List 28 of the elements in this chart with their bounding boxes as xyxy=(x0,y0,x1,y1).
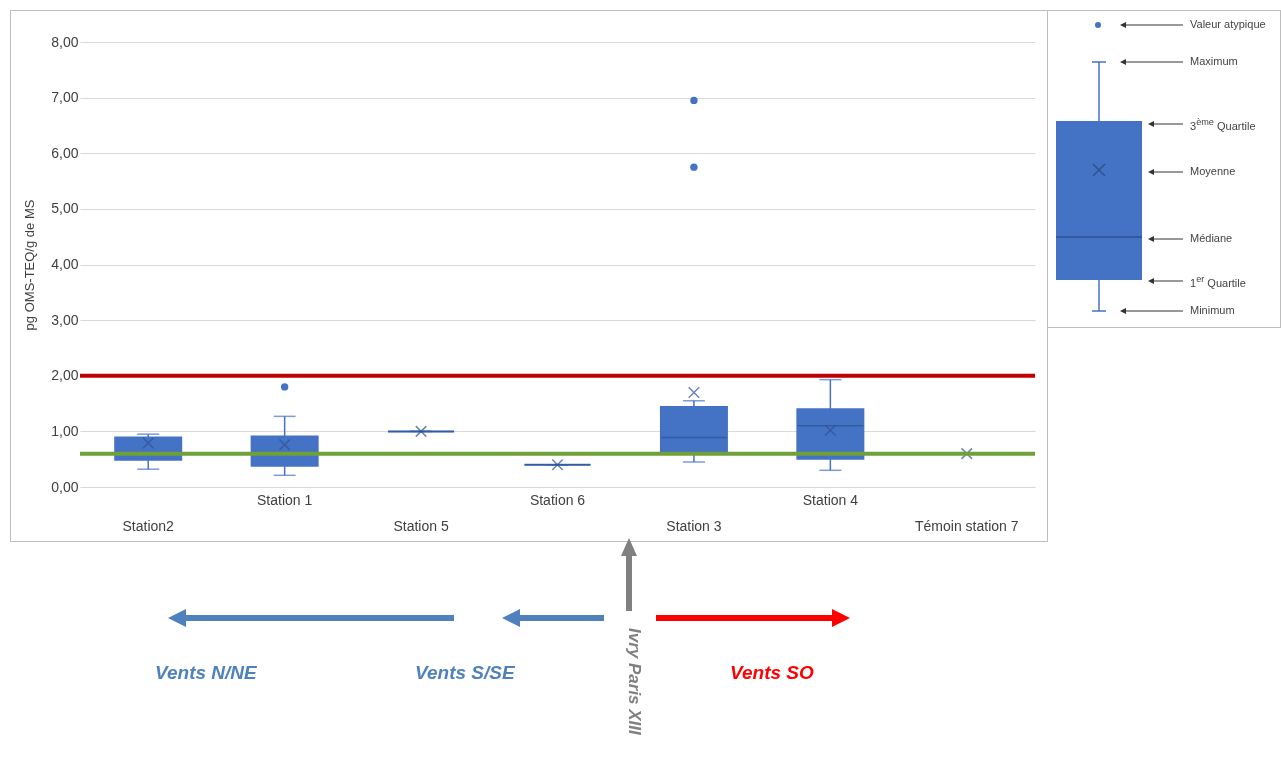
text: Moyenne xyxy=(1190,165,1236,177)
text: Maximum xyxy=(1190,55,1238,67)
text: Vents SO xyxy=(730,662,814,684)
x-tick-label: Station 4 xyxy=(802,491,859,508)
y-tick-label: 3,00 xyxy=(51,311,79,328)
y-tick-label: 4,00 xyxy=(51,256,79,272)
y-tick-label: 1,00 xyxy=(51,422,79,439)
x-tick-label: Station 5 xyxy=(393,517,449,534)
y-tick-label: 8,00 xyxy=(51,33,79,50)
text: 3$^{ème}$ Quartile xyxy=(1190,117,1256,132)
text: Vents S/SE xyxy=(415,662,515,684)
y-tick-label: 2,00 xyxy=(51,367,79,384)
text: Médiane xyxy=(1190,232,1233,244)
y-tick-label: 0,00 xyxy=(51,478,79,495)
x-tick-label: Station 1 xyxy=(257,491,313,508)
x-tick-label: Station 3 xyxy=(666,517,722,534)
text: Vents N/NE xyxy=(155,662,257,684)
text: Ivry Paris XIII xyxy=(624,628,644,735)
y-tick-label: 7,00 xyxy=(51,89,79,106)
x-tick-label: Station 6 xyxy=(529,491,586,508)
text: Minimum xyxy=(1190,304,1235,316)
x-tick-label: Témoin station 7 xyxy=(915,517,1019,534)
x-tick-label: Station2 xyxy=(122,517,175,534)
y-axis-title: pg OMS-TEQ/g de MS xyxy=(22,199,38,331)
text: Valeur atypique xyxy=(1190,18,1266,30)
y-tick-label: 6,00 xyxy=(51,144,79,161)
text: 1$^{er}$ Quartile xyxy=(1190,274,1246,289)
y-tick-label: 5,00 xyxy=(51,200,79,217)
